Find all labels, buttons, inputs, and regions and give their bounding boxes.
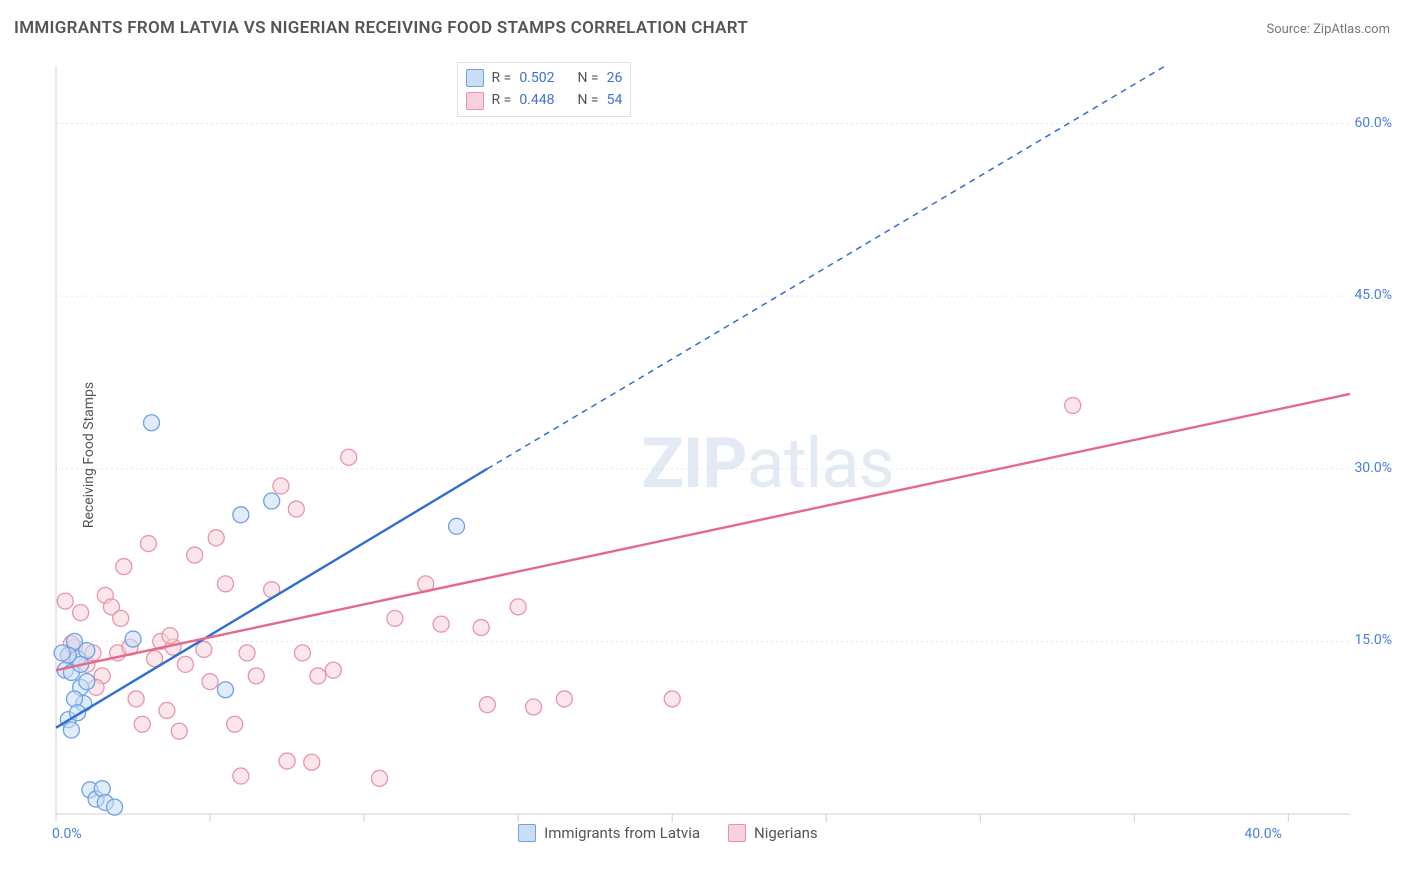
data-point <box>473 620 489 636</box>
legend-series-item: Immigrants from Latvia <box>518 824 700 842</box>
y-tick-label: 30.0% <box>1354 460 1392 476</box>
data-point <box>116 559 132 575</box>
data-point <box>273 478 289 494</box>
data-point <box>325 662 341 678</box>
data-point <box>196 641 212 657</box>
data-point <box>171 723 187 739</box>
x-tick-label: 40.0% <box>1244 826 1282 842</box>
legend-r-value: 0.448 <box>519 89 554 111</box>
data-point <box>279 753 295 769</box>
legend-r-value: 0.502 <box>519 67 554 89</box>
data-point <box>510 599 526 615</box>
data-point <box>372 770 388 786</box>
data-point <box>264 493 280 509</box>
data-point <box>113 610 129 626</box>
data-point <box>159 702 175 718</box>
y-tick-label: 60.0% <box>1354 115 1392 131</box>
data-point <box>217 576 233 592</box>
legend-r-label: R = <box>492 89 512 111</box>
data-point <box>79 674 95 690</box>
legend-stats-box: R = 0.502 N = 26 R = 0.448 N = 54 <box>457 62 632 117</box>
data-point <box>57 593 73 609</box>
data-point <box>162 628 178 644</box>
legend-series-item: Nigerians <box>728 824 818 842</box>
data-point <box>233 768 249 784</box>
data-point <box>479 697 495 713</box>
data-point <box>177 656 193 672</box>
data-point <box>387 610 403 626</box>
legend-stat-row: R = 0.448 N = 54 <box>466 89 623 111</box>
legend-swatch <box>466 92 484 110</box>
data-point <box>208 530 224 546</box>
trend-line <box>56 394 1350 670</box>
legend-swatch <box>518 824 536 842</box>
data-point <box>134 716 150 732</box>
trend-line-dashed <box>487 66 1165 469</box>
data-point <box>310 668 326 684</box>
chart-svg <box>50 60 1396 850</box>
x-tick-label: 0.0% <box>52 826 82 842</box>
legend-n-value: 26 <box>607 67 623 89</box>
legend-n-value: 54 <box>607 89 623 111</box>
data-point <box>526 699 542 715</box>
data-point <box>233 507 249 523</box>
data-point <box>664 691 680 707</box>
legend-r-label: R = <box>492 67 512 89</box>
data-point <box>140 536 156 552</box>
data-point <box>1065 397 1081 413</box>
data-point <box>63 722 79 738</box>
data-point <box>217 682 233 698</box>
data-point <box>107 799 123 815</box>
data-point <box>449 518 465 534</box>
y-axis-label: Receiving Food Stamps <box>81 382 97 528</box>
data-point <box>288 501 304 517</box>
legend-stat-row: R = 0.502 N = 26 <box>466 67 623 89</box>
data-point <box>294 645 310 661</box>
data-point <box>304 754 320 770</box>
legend-n-label: N = <box>577 67 598 89</box>
legend-series: Immigrants from Latvia Nigerians <box>518 824 818 842</box>
legend-swatch <box>728 824 746 842</box>
legend-series-label: Immigrants from Latvia <box>544 824 700 842</box>
plot-area: Receiving Food Stamps ZIPatlas R =0.502 … <box>50 60 1396 850</box>
chart-title: IMMIGRANTS FROM LATVIA VS NIGERIAN RECEI… <box>14 18 748 38</box>
data-point <box>202 674 218 690</box>
data-point <box>125 631 141 647</box>
data-point <box>227 716 243 732</box>
data-point <box>128 691 144 707</box>
data-point <box>239 645 255 661</box>
y-tick-label: 15.0% <box>1354 632 1392 648</box>
data-point <box>556 691 572 707</box>
data-point <box>248 668 264 684</box>
data-point <box>144 415 160 431</box>
data-point <box>187 547 203 563</box>
data-point <box>433 616 449 632</box>
y-tick-label: 45.0% <box>1354 287 1392 303</box>
data-point <box>54 645 70 661</box>
source-label: Source: ZipAtlas.com <box>1266 22 1390 37</box>
legend-series-label: Nigerians <box>754 824 818 842</box>
data-point <box>341 449 357 465</box>
data-point <box>73 605 89 621</box>
legend-swatch <box>466 69 484 87</box>
legend-n-label: N = <box>577 89 598 111</box>
